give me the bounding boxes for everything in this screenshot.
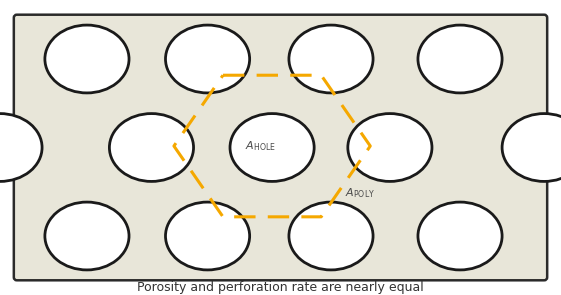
Ellipse shape: [289, 25, 373, 93]
Ellipse shape: [109, 114, 194, 181]
Ellipse shape: [418, 25, 502, 93]
FancyBboxPatch shape: [14, 15, 547, 280]
Ellipse shape: [230, 114, 314, 181]
Ellipse shape: [165, 202, 250, 270]
Ellipse shape: [289, 202, 373, 270]
Ellipse shape: [165, 25, 250, 93]
Ellipse shape: [45, 25, 129, 93]
Ellipse shape: [45, 202, 129, 270]
Ellipse shape: [348, 114, 432, 181]
Ellipse shape: [0, 114, 42, 181]
Text: $A_{\mathregular{POLY}}$: $A_{\mathregular{POLY}}$: [345, 186, 375, 200]
Ellipse shape: [418, 202, 502, 270]
Text: $A_{\mathregular{HOLE}}$: $A_{\mathregular{HOLE}}$: [245, 139, 277, 153]
Text: Porosity and perforation rate are nearly equal: Porosity and perforation rate are nearly…: [137, 281, 424, 294]
Ellipse shape: [502, 114, 561, 181]
